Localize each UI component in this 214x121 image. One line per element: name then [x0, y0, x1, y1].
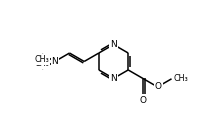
Text: N: N [110, 40, 117, 49]
Text: N: N [110, 74, 117, 83]
Text: CH₃: CH₃ [173, 74, 188, 83]
Text: N: N [52, 57, 58, 66]
Text: CH₃: CH₃ [35, 55, 50, 64]
Text: CH₃: CH₃ [35, 59, 50, 68]
Text: O: O [139, 96, 146, 105]
Text: O: O [155, 82, 162, 91]
